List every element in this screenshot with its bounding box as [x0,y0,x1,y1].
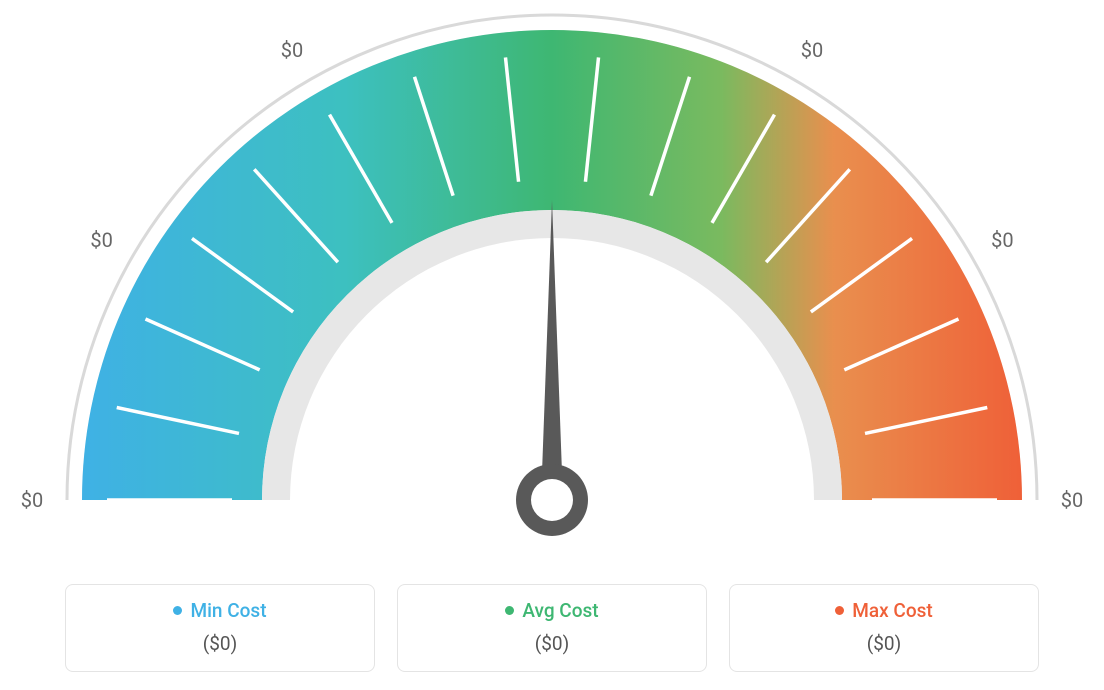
legend-title-min: Min Cost [173,599,266,622]
gauge-tick-label: $0 [991,228,1013,252]
legend-label-min: Min Cost [190,599,266,622]
legend-row: Min Cost ($0) Avg Cost ($0) Max Cost ($0… [0,584,1104,672]
legend-title-max: Max Cost [835,599,932,622]
gauge-tick-label: $0 [281,38,303,62]
legend-dot-max [835,606,844,615]
legend-card-max: Max Cost ($0) [729,584,1039,672]
legend-card-min: Min Cost ($0) [65,584,375,672]
legend-dot-min [173,606,182,615]
legend-card-avg: Avg Cost ($0) [397,584,707,672]
gauge-chart: $0$0$0$0$0$0$0 [0,0,1104,560]
legend-title-avg: Avg Cost [505,599,598,622]
legend-dot-avg [505,606,514,615]
legend-label-max: Max Cost [852,599,932,622]
gauge-tick-label: $0 [21,488,43,512]
gauge-tick-label: $0 [1061,488,1083,512]
gauge-tick-label: $0 [90,228,112,252]
gauge-svg [0,0,1104,560]
gauge-tick-label: $0 [801,38,823,62]
legend-label-avg: Avg Cost [522,599,598,622]
legend-value-avg: ($0) [408,632,696,655]
legend-value-min: ($0) [76,632,364,655]
legend-value-max: ($0) [740,632,1028,655]
